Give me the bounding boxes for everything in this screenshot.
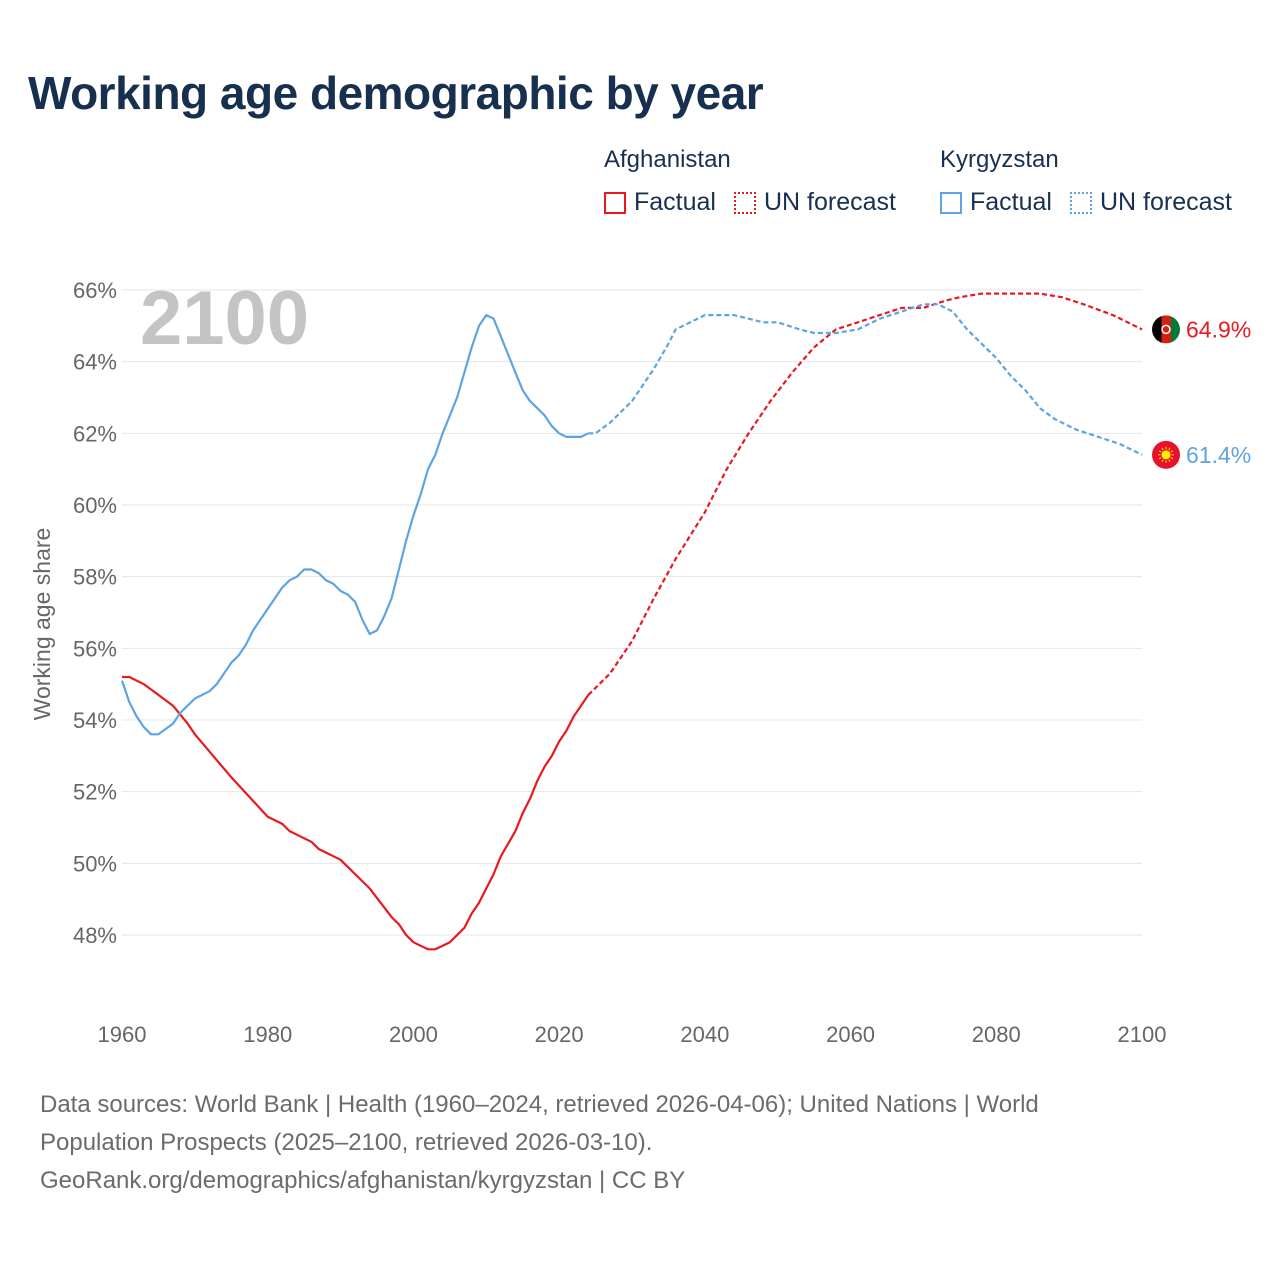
legend-factual-swatch-kyrgyzstan[interactable] xyxy=(940,191,962,214)
x-tick-label: 2100 xyxy=(1118,1022,1167,1047)
end-label-afghanistan: 64.9% xyxy=(1186,316,1251,342)
y-tick-label: 62% xyxy=(73,421,117,446)
legend-forecast-label-kyrgyzstan[interactable]: UN forecast xyxy=(1099,188,1232,216)
x-tick-label: 2000 xyxy=(389,1022,438,1047)
y-tick-label: 66% xyxy=(73,278,117,303)
end-markers: 64.9% 61.4% xyxy=(1152,315,1251,469)
series-layer xyxy=(120,292,1143,951)
x-tick-label: 2020 xyxy=(535,1022,584,1047)
series-line-afghanistan-factual[interactable] xyxy=(122,675,590,951)
x-tick-label: 2080 xyxy=(972,1022,1021,1047)
legend-factual-swatch-afghanistan[interactable] xyxy=(604,191,626,214)
y-tick-label: 64% xyxy=(73,350,117,375)
y-tick-label: 48% xyxy=(73,923,117,948)
legend-kyrgyzstan: Kyrgyzstan Factual UN forecast xyxy=(940,146,1232,217)
y-axis-ticks: 48% 50% 52% 54% 56% 58% 60% 62% 64% 66% xyxy=(73,278,117,948)
x-axis-ticks: 1960 1980 2000 2020 2040 2060 2080 2100 xyxy=(98,1022,1167,1047)
source-line-2: Population Prospects (2025–2100, retriev… xyxy=(40,1129,653,1156)
y-tick-label: 60% xyxy=(73,493,117,518)
line-chart: 48% 50% 52% 54% 56% 58% 60% 62% 64% 66% 1960 1980 2… xyxy=(29,276,1251,1047)
y-tick-label: 58% xyxy=(73,565,117,590)
x-tick-label: 1980 xyxy=(243,1022,292,1047)
series-line-afghanistan-forecast[interactable] xyxy=(587,292,1143,696)
legend-forecast-swatch-kyrgyzstan[interactable] xyxy=(1069,191,1092,214)
x-tick-label: 2040 xyxy=(680,1022,729,1047)
x-tick-label: 1960 xyxy=(98,1022,147,1047)
chart-title: Working age demographic by year xyxy=(28,67,764,119)
series-line-kyrgyzstan-factual[interactable] xyxy=(120,314,589,736)
flag-icon-kyrgyzstan xyxy=(1152,440,1180,469)
source-footer: Data sources: World Bank | Health (1960–… xyxy=(40,1086,1220,1200)
end-label-kyrgyzstan: 61.4% xyxy=(1186,442,1251,468)
y-axis-label: Working age share xyxy=(29,528,55,721)
flag-icon-afghanistan xyxy=(1152,315,1180,344)
legend-factual-label-afghanistan[interactable]: Factual xyxy=(634,188,716,216)
series-line-kyrgyzstan-forecast[interactable] xyxy=(588,303,1143,456)
legend-factual-label-kyrgyzstan[interactable]: Factual xyxy=(970,188,1052,216)
legend-forecast-label-afghanistan[interactable]: UN forecast xyxy=(763,188,896,216)
legend-afghanistan: Afghanistan Factual UN forecast xyxy=(604,146,914,217)
y-tick-label: 50% xyxy=(73,851,117,876)
y-tick-label: 56% xyxy=(73,636,117,661)
y-tick-label: 54% xyxy=(73,708,117,733)
x-tick-label: 2060 xyxy=(826,1022,875,1047)
gridlines xyxy=(122,289,1142,936)
legend-country-afghanistan: Afghanistan xyxy=(604,146,731,173)
legend-country-kyrgyzstan: Kyrgyzstan xyxy=(940,146,1059,173)
source-line-1: Data sources: World Bank | Health (1960–… xyxy=(40,1091,1039,1118)
year-overlay: 2100 xyxy=(140,276,309,361)
source-line-3[interactable]: GeoRank.org/demographics/afghanistan/kyr… xyxy=(40,1167,686,1194)
y-tick-label: 52% xyxy=(73,780,117,805)
legend-forecast-swatch-afghanistan[interactable] xyxy=(733,191,756,214)
